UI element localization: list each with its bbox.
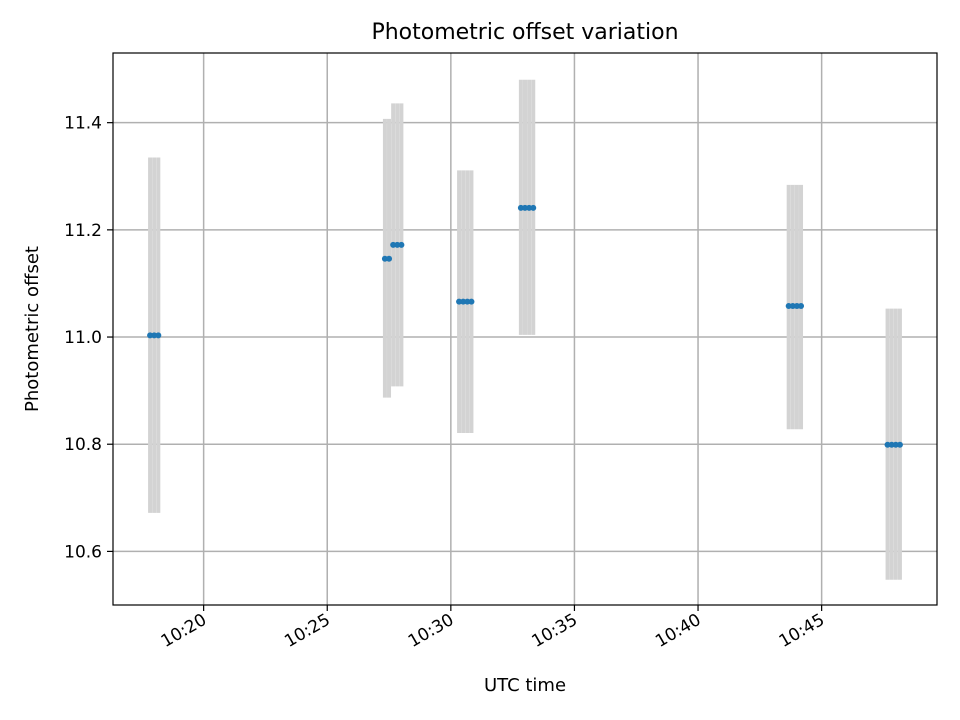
- data-point: [517, 204, 524, 211]
- y-tick-label: 11.4: [64, 114, 102, 134]
- data-point: [530, 204, 537, 211]
- data-point: [390, 241, 397, 248]
- data-points: [147, 204, 903, 448]
- x-tick-label: 10:30: [405, 610, 457, 652]
- y-tick-label: 11.2: [64, 221, 102, 241]
- x-tick-label: 10:20: [158, 610, 210, 652]
- data-point: [460, 298, 467, 305]
- data-point: [798, 302, 805, 309]
- data-point: [381, 255, 388, 262]
- y-axis-ticks: 10.6 10.8 11.0 11.2 11.4: [64, 114, 113, 562]
- y-tick-label: 10.6: [64, 542, 102, 562]
- data-point: [884, 441, 891, 448]
- data-point: [896, 441, 903, 448]
- error-bars: [148, 79, 902, 580]
- data-point: [793, 302, 800, 309]
- data-point: [522, 204, 528, 211]
- x-axis-ticks: 10:20 10:25 10:30 10:35 10:40 10:45: [158, 605, 828, 652]
- data-point: [398, 241, 405, 248]
- chart-title: Photometric offset variation: [371, 20, 678, 45]
- data-point: [464, 298, 471, 305]
- data-point: [386, 255, 393, 262]
- plot-frame: [112, 52, 938, 606]
- y-tick-label: 10.8: [64, 435, 102, 455]
- data-point: [155, 332, 162, 339]
- data-point: [456, 298, 463, 305]
- x-tick-label: 10:40: [652, 610, 704, 652]
- data-point: [151, 332, 158, 339]
- data-point: [888, 441, 895, 448]
- data-point: [789, 302, 796, 309]
- data-point: [468, 298, 475, 305]
- data-point: [526, 204, 533, 211]
- y-axis-label: Photometric offset: [22, 246, 43, 412]
- y-tick-label: 11.0: [64, 328, 102, 348]
- data-point: [147, 332, 154, 339]
- x-axis-label: UTC time: [484, 675, 566, 696]
- x-tick-label: 10:45: [776, 610, 828, 652]
- x-tick-label: 10:25: [281, 610, 333, 652]
- x-tick-label: 10:35: [529, 610, 581, 652]
- data-point: [785, 302, 792, 309]
- data-point: [394, 241, 401, 248]
- data-point: [892, 441, 899, 448]
